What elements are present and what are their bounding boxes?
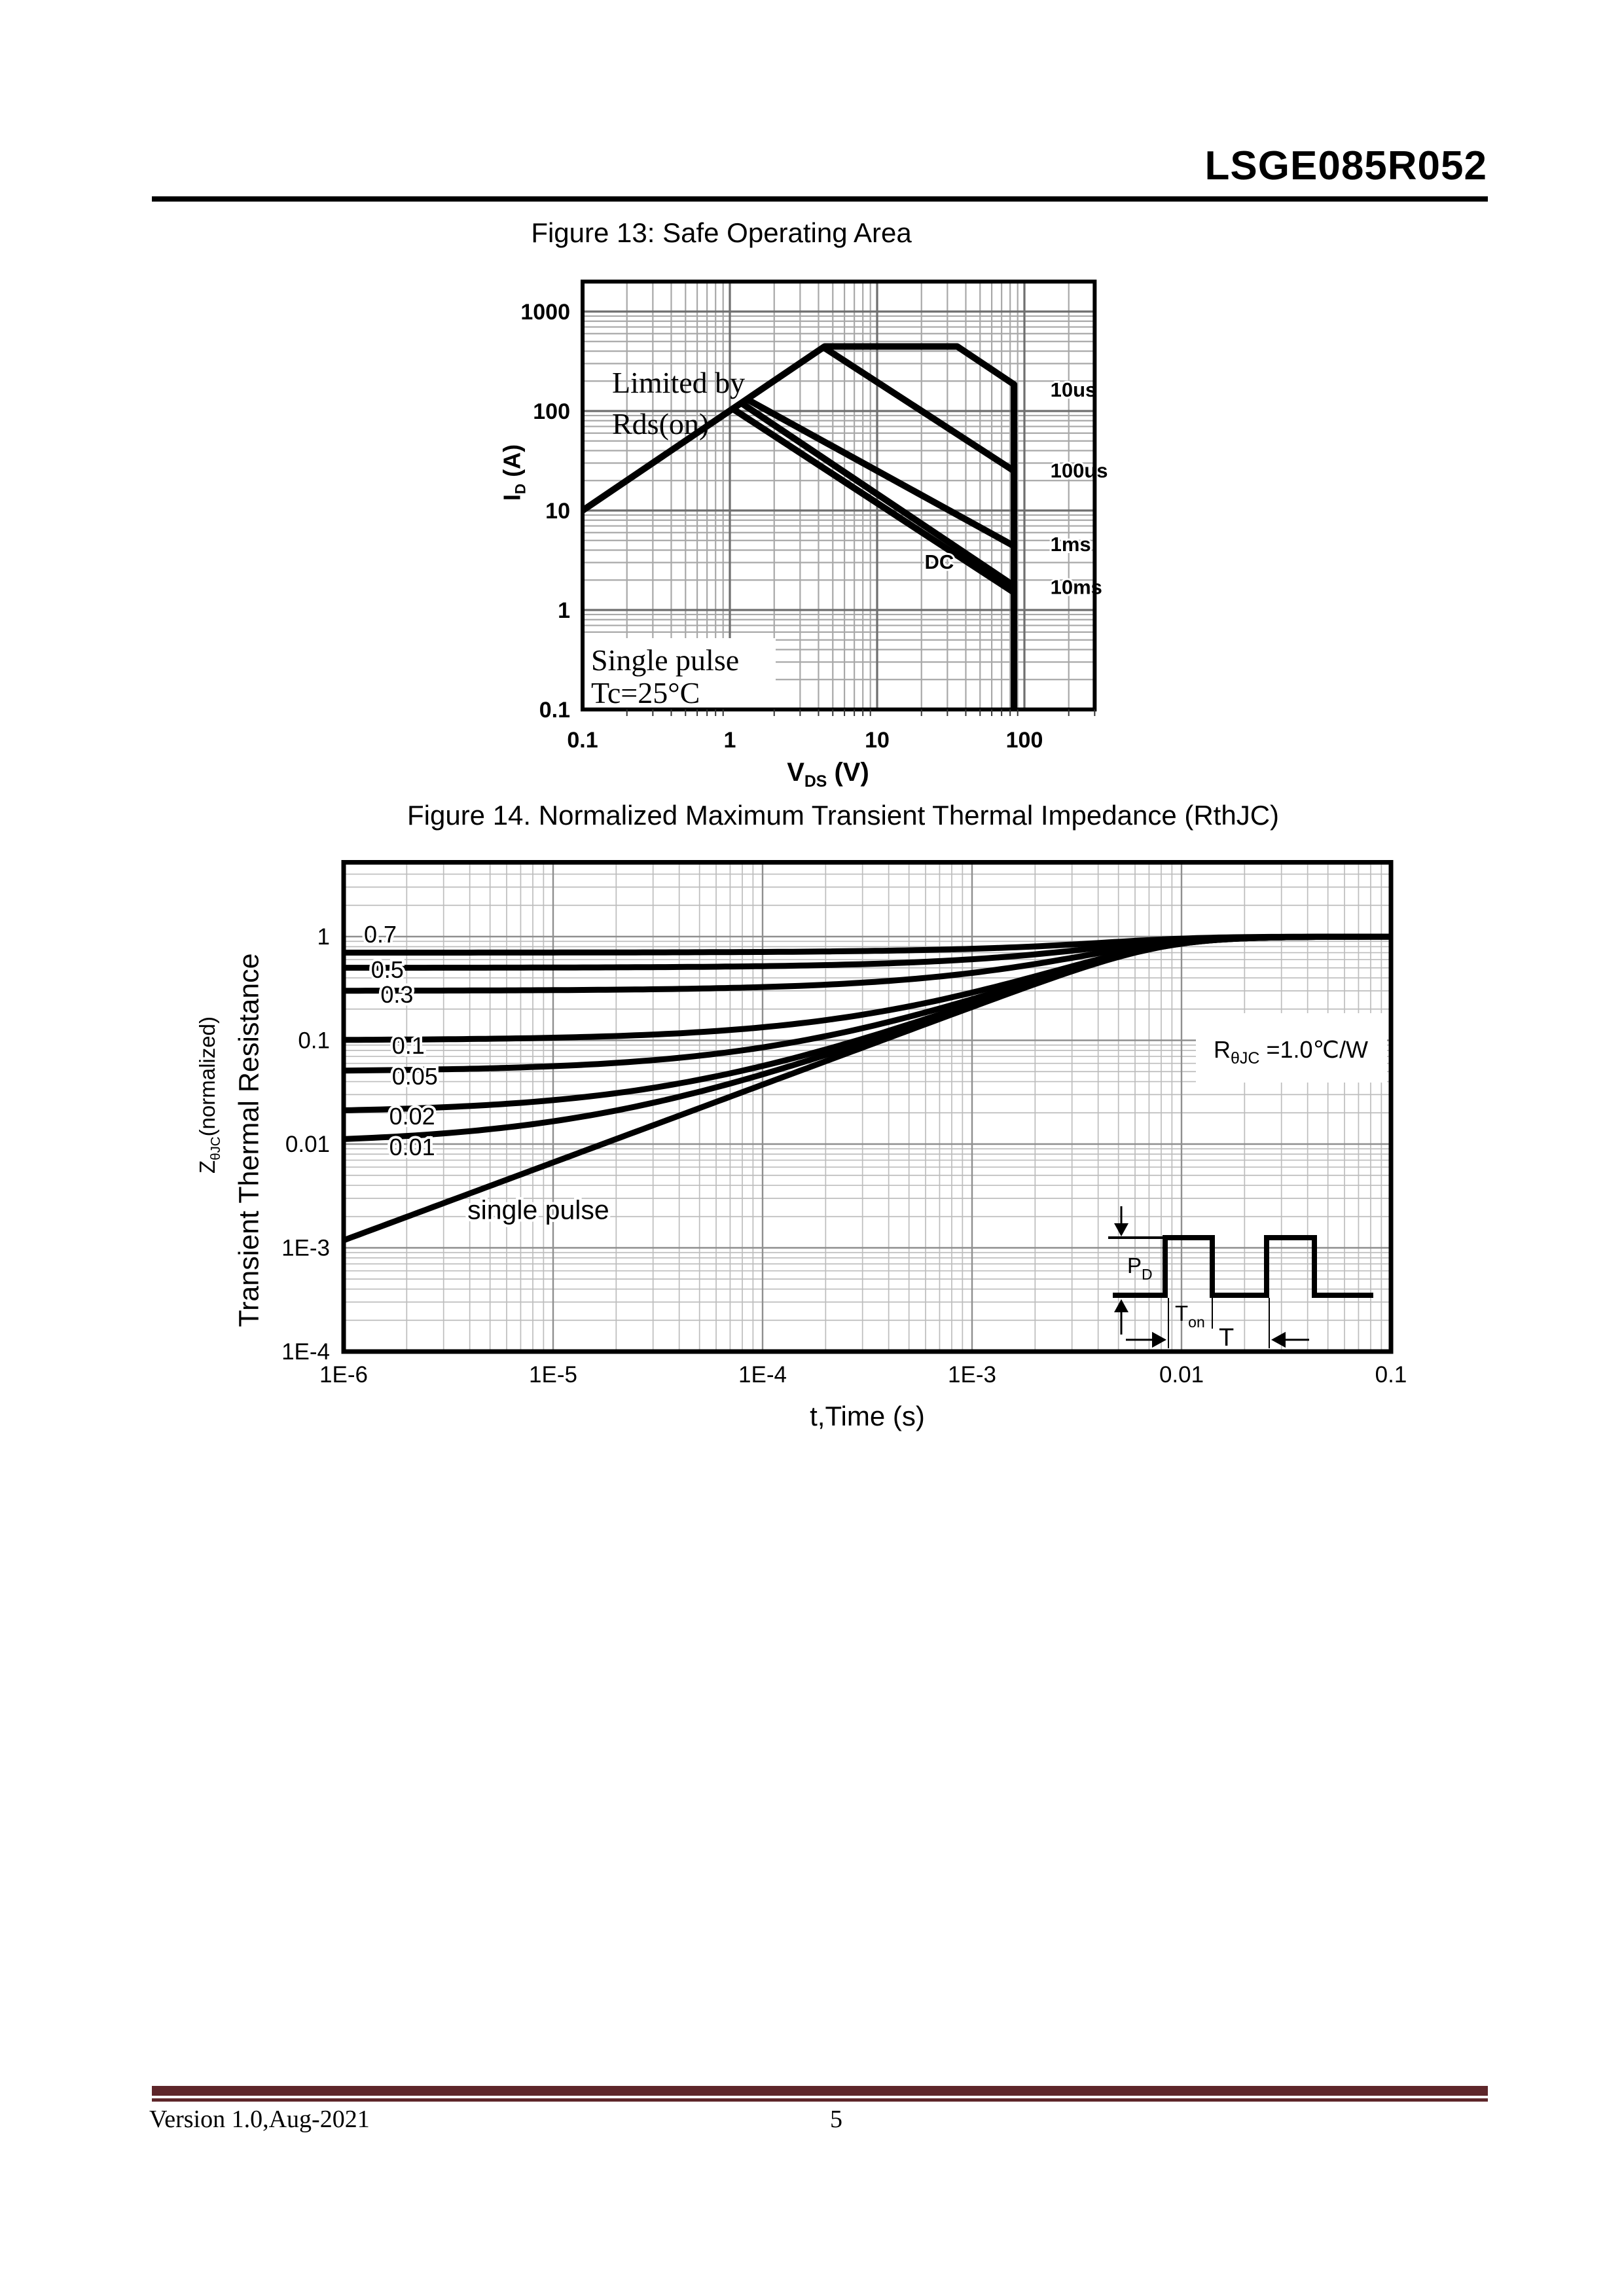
fig13-label-100us: 100us bbox=[1051, 459, 1108, 482]
fig13-label-Tc-25-C: Tc=25°C bbox=[591, 676, 700, 709]
fig13-x-tick-100: 100 bbox=[1006, 728, 1043, 753]
figure14-y-axis-norm: (normalized) bbox=[195, 1016, 220, 1137]
fig13-y-tick-1: 1 bbox=[558, 598, 570, 623]
fig14-label-single-pulse: single pulse bbox=[467, 1194, 609, 1225]
fig14-x-tick-1E-4: 1E-4 bbox=[738, 1362, 787, 1388]
figure13-x-axis-symbol: V bbox=[787, 758, 804, 787]
fig13-label-10us: 10us bbox=[1051, 378, 1097, 401]
fig13-x-tick-0.1: 0.1 bbox=[567, 728, 598, 753]
fig14-x-tick-1E-6: 1E-6 bbox=[319, 1362, 368, 1388]
fig13-y-tick-0.1: 0.1 bbox=[539, 698, 570, 723]
fig13-minor-ticks bbox=[626, 709, 1096, 716]
figure14-y-axis-label-line1: ZθJC(normalized) bbox=[195, 1016, 224, 1174]
fig14-x-tick-1E-5: 1E-5 bbox=[529, 1362, 577, 1388]
footer-rule-thin bbox=[152, 2098, 1488, 2102]
fig13-label-DC: DC bbox=[924, 550, 954, 573]
pulse-ton-label: Ton bbox=[1175, 1301, 1205, 1331]
fig14-series bbox=[344, 933, 1391, 1244]
fig13-x-tick-1: 1 bbox=[724, 728, 736, 753]
fig14-label-0.02: 0.02 bbox=[389, 1103, 435, 1130]
fig14-label-0.3: 0.3 bbox=[380, 981, 413, 1008]
fig14-label-0.5: 0.5 bbox=[371, 956, 404, 983]
fig13-label-Rds-on-: Rds(on) bbox=[612, 407, 709, 440]
fig13-y-tick-100: 100 bbox=[533, 399, 570, 424]
figure13-title: Figure 13: Safe Operating Area bbox=[531, 217, 912, 248]
figure13-x-axis-label: VDS (V) bbox=[787, 758, 869, 791]
footer-rule-thick bbox=[152, 2086, 1488, 2096]
fig14-y-tick-1E-3: 1E-3 bbox=[281, 1236, 330, 1261]
fig14-label-0.7: 0.7 bbox=[364, 921, 397, 948]
fig14-callout-box bbox=[1196, 1013, 1387, 1083]
fig14-label-0.01: 0.01 bbox=[389, 1134, 435, 1160]
header-divider bbox=[152, 196, 1488, 202]
pulse-waveform bbox=[1113, 1235, 1373, 1298]
rthjc-annotation: RθJC =1.0℃/W bbox=[1214, 1036, 1368, 1067]
fig13-series bbox=[583, 343, 1018, 709]
fig13-plot-border bbox=[581, 279, 1097, 711]
figure14-x-axis-label: t,Time (s) bbox=[810, 1401, 925, 1431]
fig13-curve-100us bbox=[823, 345, 1016, 474]
pulse-t-label: T bbox=[1219, 1324, 1234, 1352]
figure14-title: Figure 14. Normalized Maximum Transient … bbox=[406, 800, 1280, 831]
fig13-curve-1ms bbox=[745, 396, 1016, 549]
fig14-label-0.05: 0.05 bbox=[392, 1063, 438, 1090]
fig13-y-tick-1000: 1000 bbox=[520, 300, 570, 325]
fig14-y-tick-0.01: 0.01 bbox=[285, 1132, 330, 1157]
figure13-x-axis-unit: (V) bbox=[827, 758, 869, 787]
fig13-label-Single-pulse: Single pulse bbox=[591, 643, 739, 677]
figure13-x-axis-subscript: DS bbox=[804, 773, 827, 791]
fig14-x-tick-0.01: 0.01 bbox=[1159, 1362, 1204, 1388]
figure14-y-axis-symbol: Z bbox=[195, 1160, 220, 1174]
fig13-curve-DC bbox=[731, 406, 1016, 596]
footer-page-number: 5 bbox=[830, 2106, 842, 2133]
pulse-pd-label: PD bbox=[1127, 1253, 1153, 1283]
fig13-y-tick-10: 10 bbox=[545, 499, 570, 524]
fig13-callout-box bbox=[585, 638, 776, 708]
fig14-plot-border bbox=[341, 860, 1394, 1354]
footer-version: Version 1.0,Aug-2021 bbox=[149, 2106, 370, 2133]
fig14-x-tick-1E-3: 1E-3 bbox=[948, 1362, 996, 1388]
fig13-curve-10ms bbox=[740, 400, 1016, 589]
figure14-y-axis-label-line2: Transient Thermal Resistance bbox=[233, 953, 265, 1327]
fig14-y-tick-0.1: 0.1 bbox=[298, 1028, 330, 1054]
page-title: LSGE085R052 bbox=[1204, 143, 1487, 188]
fig14-chart: 0.7 0.50.3 0.1 0.05 0.02 0.01 single pulse RθJC… bbox=[281, 860, 1407, 1388]
figure14-y-axis-subscript: θJC bbox=[208, 1136, 223, 1160]
fig14-x-tick-0.1: 0.1 bbox=[1375, 1362, 1407, 1388]
fig14-y-tick-1: 1 bbox=[317, 924, 330, 950]
fig14-y-tick-1E-4: 1E-4 bbox=[281, 1339, 330, 1365]
pulse-waveform-diagram: PD Ton T bbox=[1108, 1206, 1373, 1352]
fig13-x-tick-10: 10 bbox=[865, 728, 890, 753]
fig13-label-Limited-by: Limited by bbox=[612, 366, 745, 399]
fig14-label-0.1: 0.1 bbox=[392, 1032, 425, 1059]
fig14-curve-single-pulse bbox=[344, 933, 1391, 1244]
fig13-label-1ms: 1ms bbox=[1051, 533, 1091, 556]
